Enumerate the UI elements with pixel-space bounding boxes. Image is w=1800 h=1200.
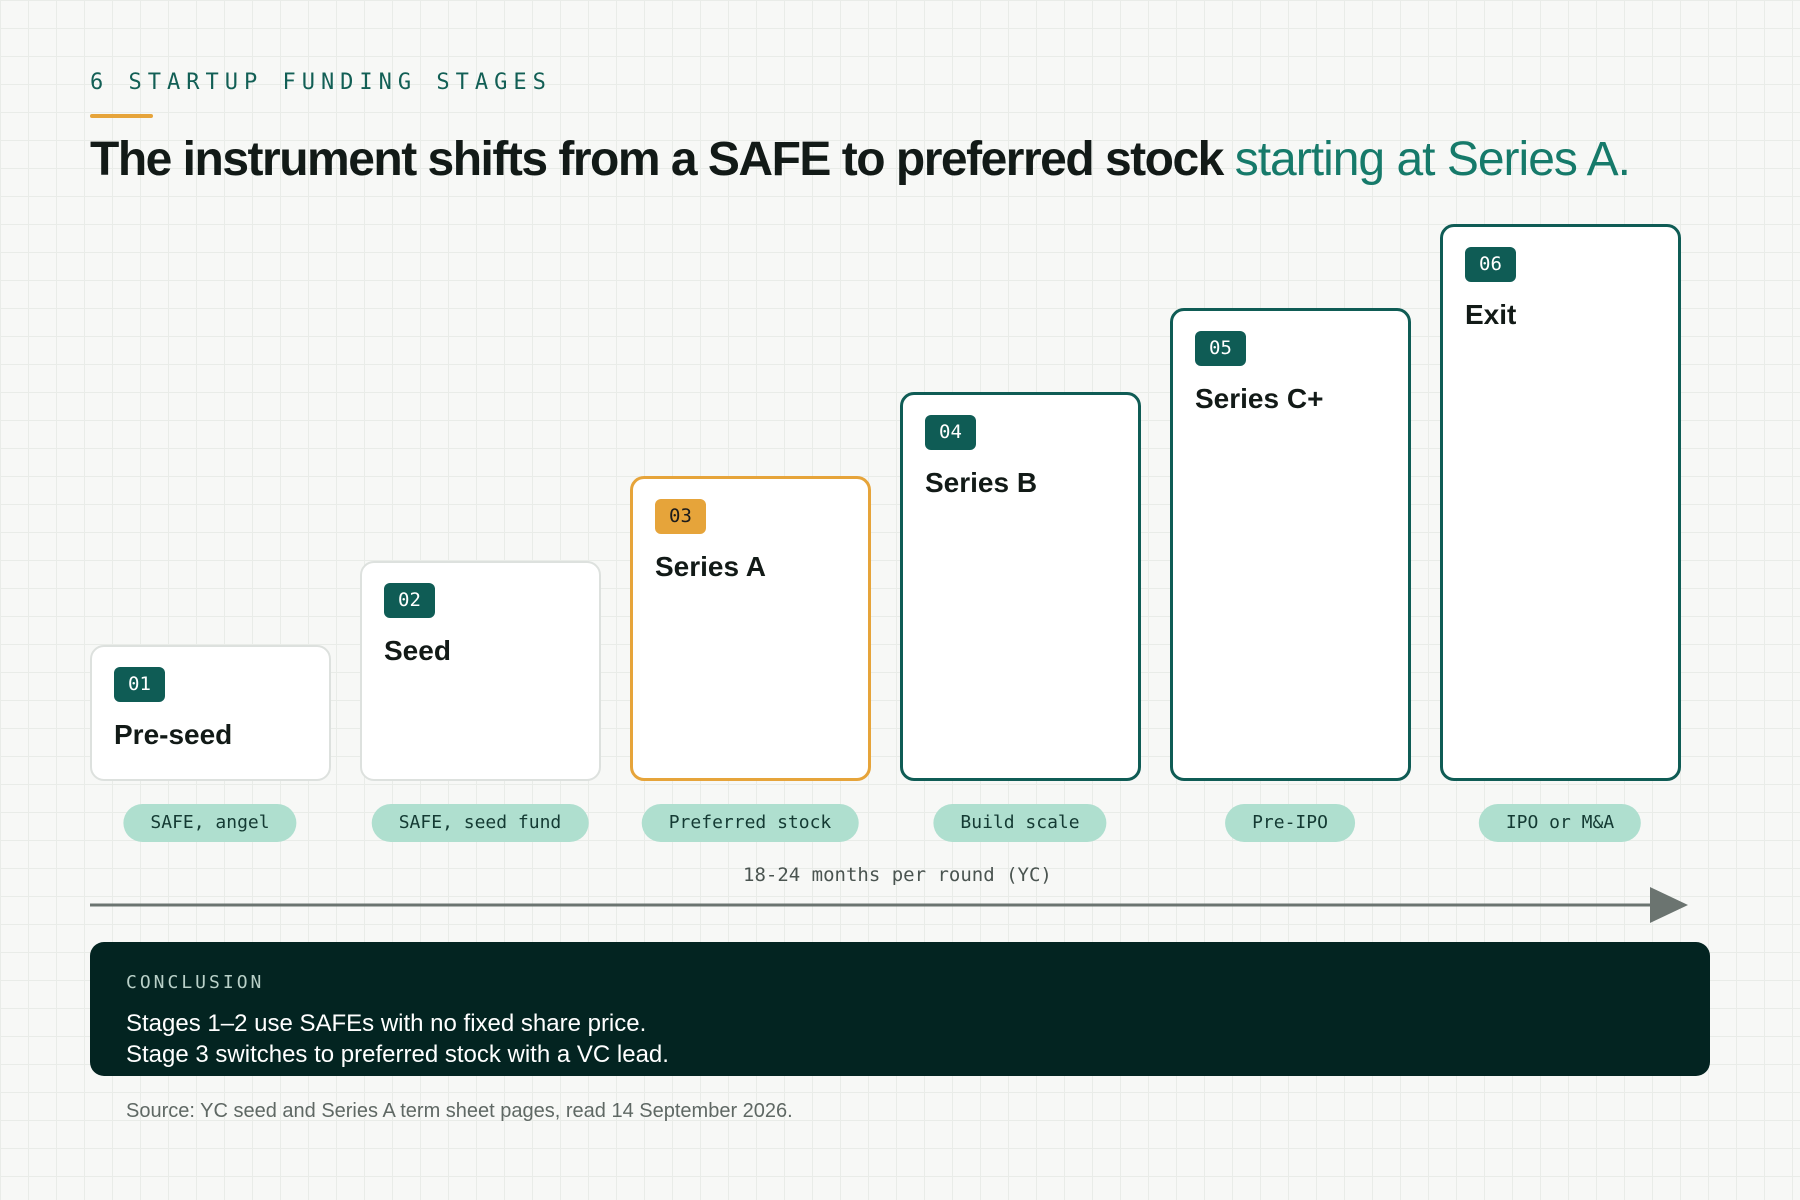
stage-card-pre-seed: 01 Pre-seed	[90, 645, 331, 781]
timeline-arrow	[90, 887, 1688, 923]
eyebrow-title: 6 STARTUP FUNDING STAGES	[90, 70, 552, 95]
stage-name: Series B	[925, 467, 1038, 498]
conclusion-panel: CONCLUSION Stages 1–2 use SAFEs with no …	[90, 942, 1710, 1076]
instrument-pill: IPO or M&A	[1478, 804, 1642, 842]
instrument-pill: Pre-IPO	[1225, 804, 1355, 842]
stage-name: Series A	[655, 551, 767, 582]
conclusion-line-1: Stages 1–2 use SAFEs with no fixed share…	[126, 1010, 647, 1037]
stage-number-badge: 06	[1465, 247, 1516, 282]
stage-number-badge: 05	[1195, 331, 1246, 366]
stage-number-badge: 02	[384, 583, 435, 618]
instrument-pill: Build scale	[933, 804, 1107, 842]
stage-card-series-b: 04 Series B	[900, 392, 1141, 781]
source-note: Source: YC seed and Series A term sheet …	[126, 1100, 793, 1122]
stage-card-series-c-plus: 05 Series C+	[1170, 308, 1411, 781]
stage-name: Seed	[384, 635, 451, 666]
stage-card-seed: 02 Seed	[360, 561, 601, 781]
stage-number-badge: 01	[114, 667, 165, 702]
stage-number-badge: 04	[925, 415, 976, 450]
stage-card-series-a: 03 Series A	[630, 476, 871, 781]
stage-card-exit: 06 Exit	[1440, 224, 1681, 781]
stage-name: Pre-seed	[114, 719, 233, 750]
headline-bold: The instrument shifts from a SAFE to pre…	[90, 133, 1224, 186]
headline: The instrument shifts from a SAFE to pre…	[90, 130, 1631, 190]
timeline-label: 18-24 months per round (YC)	[743, 864, 1052, 886]
instrument-pill: Preferred stock	[641, 804, 859, 842]
conclusion-line-2: Stage 3 switches to preferred stock with…	[126, 1041, 669, 1068]
conclusion-label: CONCLUSION	[126, 972, 265, 993]
stage-name: Series C+	[1195, 383, 1324, 414]
stage-name: Exit	[1465, 299, 1517, 330]
eyebrow-rule	[90, 114, 153, 118]
headline-accent: starting at Series A.	[1234, 133, 1631, 186]
stage-number-badge: 03	[655, 499, 706, 534]
instrument-pill: SAFE, angel	[123, 804, 297, 842]
arrowhead-icon	[1650, 887, 1688, 923]
instrument-pill: SAFE, seed fund	[371, 804, 589, 842]
